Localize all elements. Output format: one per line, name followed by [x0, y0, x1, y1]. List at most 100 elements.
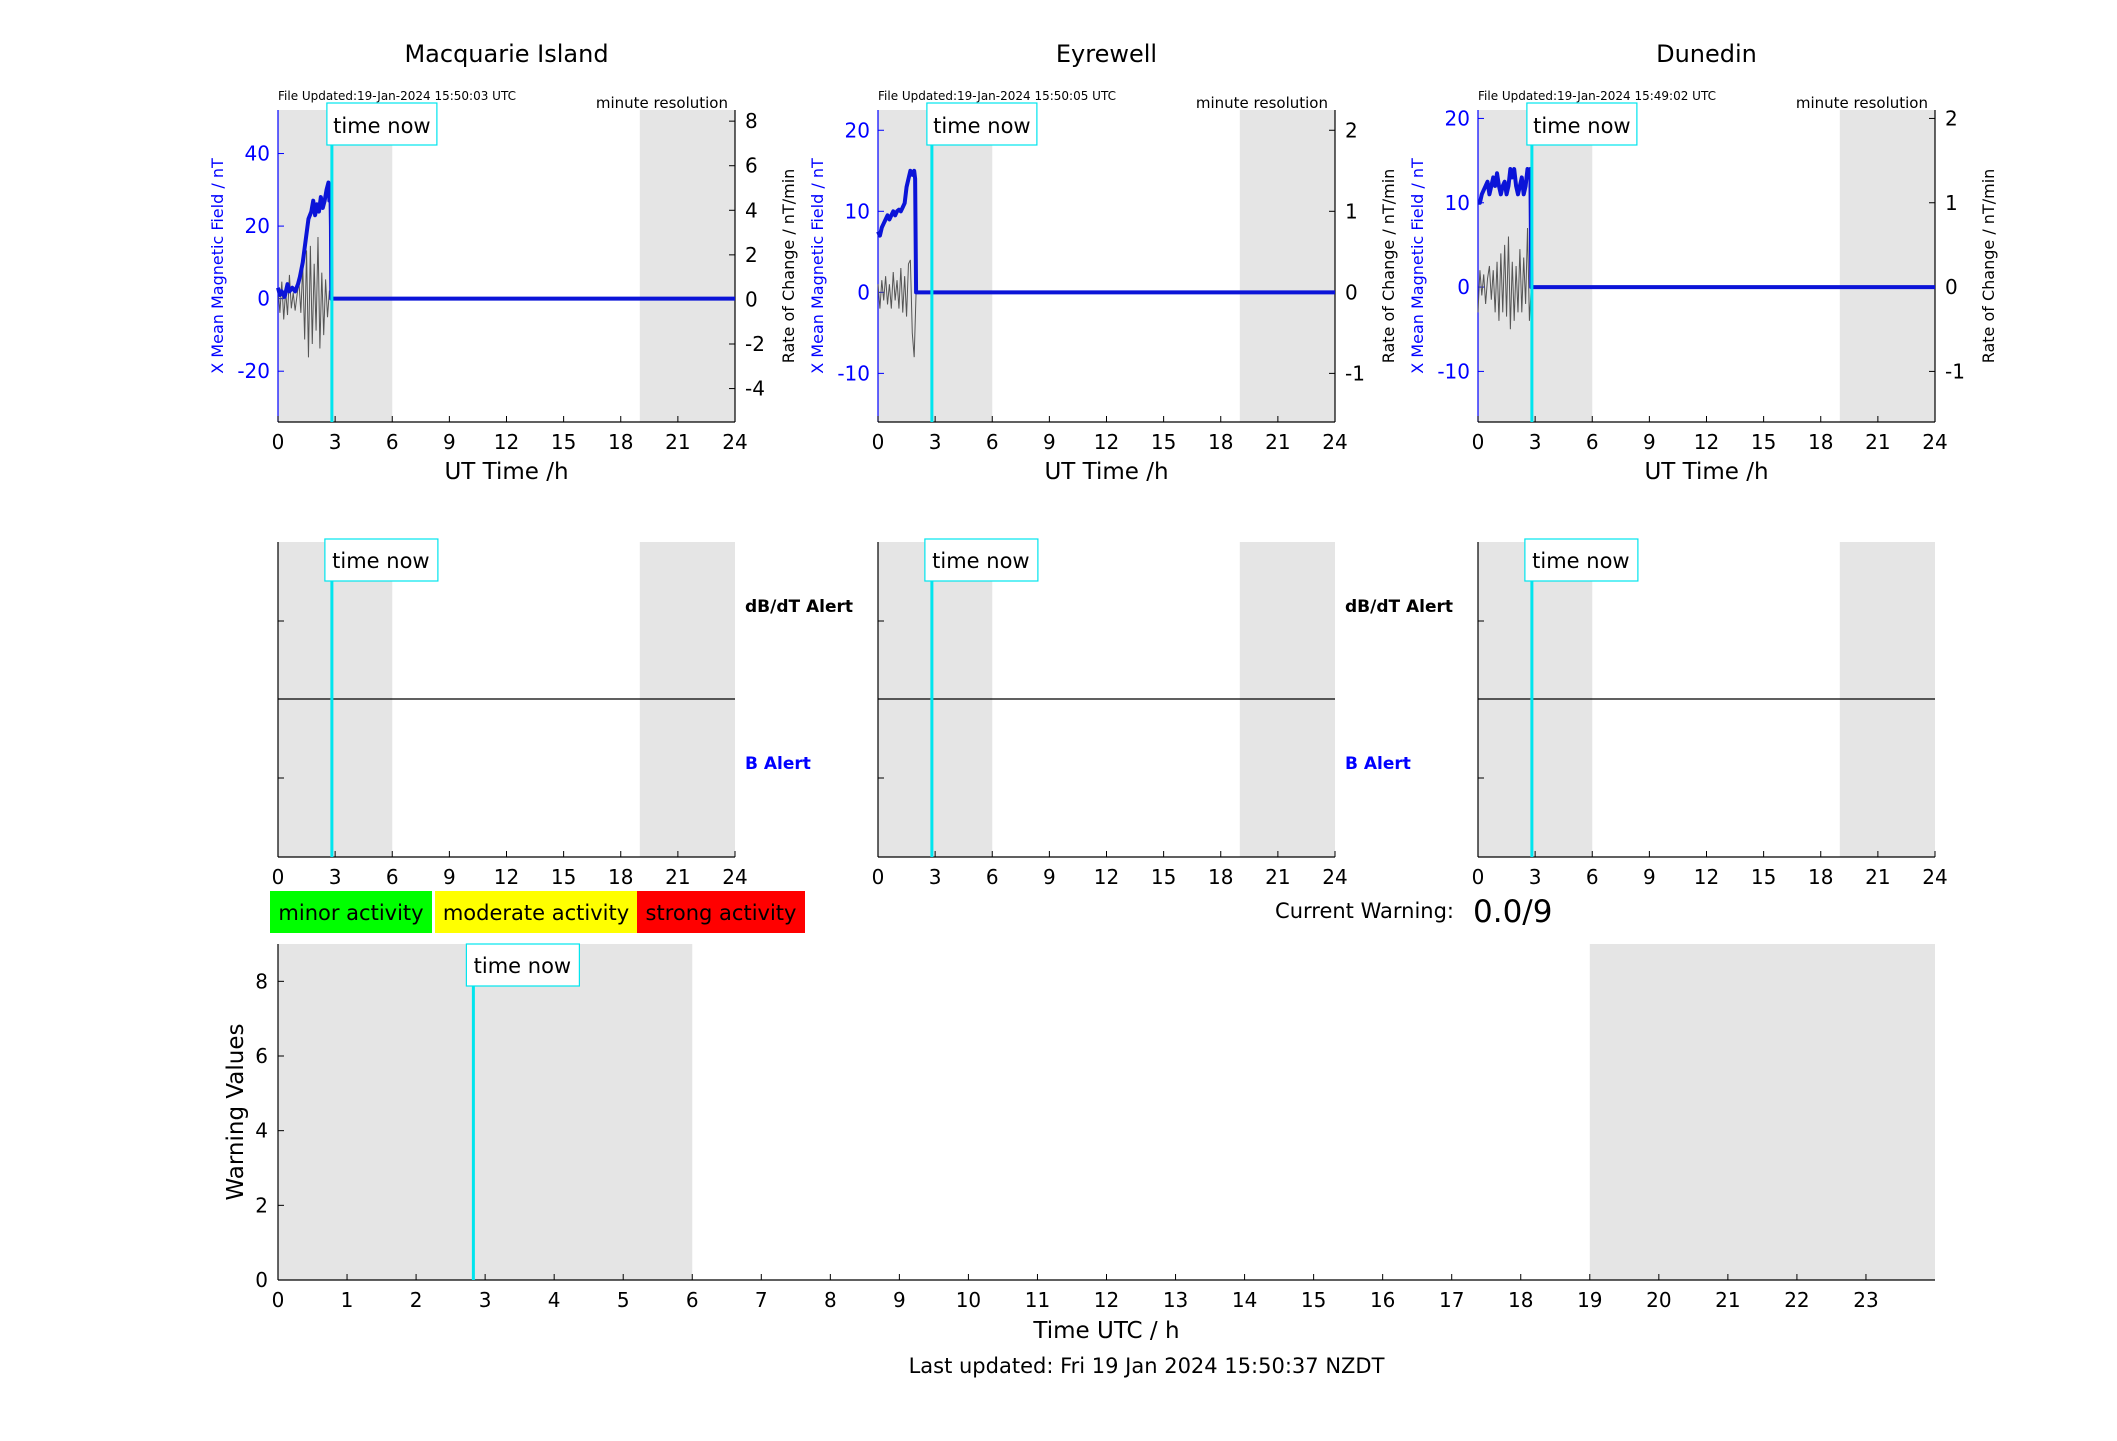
x-tick-label: 8	[824, 1288, 837, 1312]
y-tick-label: 0	[1457, 275, 1470, 299]
y2-tick-label: 4	[745, 198, 758, 222]
x-tick-label: 3	[329, 430, 342, 454]
y-tick-label: 10	[1445, 191, 1470, 215]
legend-swatch-minor	[270, 891, 432, 933]
x-tick-label: 0	[1472, 865, 1485, 889]
x-axis-label: Time UTC / h	[1032, 1318, 1179, 1344]
resolution-label: minute resolution	[1196, 94, 1328, 112]
time-now-box	[1524, 538, 1639, 582]
rate-of-change-line	[277, 237, 331, 358]
night-band	[639, 110, 735, 422]
x-tick-label: 6	[986, 430, 999, 454]
time-now-box	[926, 102, 1038, 146]
y2-axis-label: Rate of Change / nT/min	[1379, 169, 1398, 364]
x-tick-label: 21	[1265, 430, 1290, 454]
x-tick-label: 9	[443, 865, 456, 889]
y-tick-label: 0	[255, 1268, 268, 1292]
night-band	[1239, 110, 1335, 422]
y2-tick-label: -4	[745, 377, 765, 401]
x-tick-label: 21	[1865, 865, 1890, 889]
x-tick-label: 15	[1301, 1288, 1326, 1312]
x-tick-label: 9	[1043, 430, 1056, 454]
time-now-label: time now	[1533, 114, 1630, 138]
y-tick-label: 0	[857, 280, 870, 304]
y2-tick-label: 1	[1945, 191, 1958, 215]
x-tick-label: 18	[1508, 1288, 1533, 1312]
x-tick-label: 21	[665, 430, 690, 454]
x-tick-label: 6	[386, 430, 399, 454]
x-tick-label: 3	[479, 1288, 492, 1312]
time-now-label: time now	[333, 114, 430, 138]
x-tick-label: 16	[1370, 1288, 1395, 1312]
x-tick-label: 21	[665, 865, 690, 889]
time-now-label: time now	[332, 549, 429, 573]
x-tick-label: 3	[929, 865, 942, 889]
x-tick-label: 11	[1025, 1288, 1050, 1312]
x-tick-label: 22	[1784, 1288, 1809, 1312]
x-tick-label: 6	[986, 865, 999, 889]
station-title: Macquarie Island	[404, 40, 608, 68]
x-tick-label: 10	[956, 1288, 981, 1312]
x-tick-label: 0	[272, 1288, 285, 1312]
y-tick-label: 6	[255, 1044, 268, 1068]
x-tick-label: 9	[1643, 430, 1656, 454]
time-now-label: time now	[1532, 549, 1629, 573]
y-axis-label: X Mean Magnetic Field / nT	[208, 158, 227, 374]
x-tick-label: 18	[1808, 430, 1833, 454]
x-tick-label: 7	[755, 1288, 768, 1312]
last-updated-footer: Last updated: Fri 19 Jan 2024 15:50:37 N…	[909, 1354, 1385, 1378]
legend-swatch-moderate	[435, 891, 637, 933]
time-now-label: time now	[933, 114, 1030, 138]
time-now-box	[924, 538, 1039, 582]
x-tick-label: 18	[1808, 865, 1833, 889]
y-tick-label: -10	[837, 361, 870, 385]
y2-tick-label: 0	[1345, 280, 1358, 304]
x-tick-label: 12	[1694, 865, 1719, 889]
magnetic-field-line	[876, 168, 1335, 295]
y2-tick-label: -1	[1945, 359, 1965, 383]
x-tick-label: 12	[1094, 1288, 1119, 1312]
x-tick-label: 9	[1043, 865, 1056, 889]
night-band	[878, 110, 993, 422]
x-tick-label: 24	[1322, 430, 1347, 454]
x-tick-label: 20	[1646, 1288, 1671, 1312]
y2-tick-label: 1	[1345, 199, 1358, 223]
x-tick-label: 0	[872, 430, 885, 454]
x-tick-label: 12	[1094, 430, 1119, 454]
y2-tick-label: 0	[1945, 275, 1958, 299]
x-tick-label: 12	[1094, 865, 1119, 889]
y2-axis-label: Rate of Change / nT/min	[1979, 169, 1998, 364]
y-tick-label: 2	[255, 1193, 268, 1217]
x-tick-label: 0	[272, 865, 285, 889]
x-tick-label: 18	[608, 865, 633, 889]
x-tick-label: 12	[494, 430, 519, 454]
y-axis-label: X Mean Magnetic Field / nT	[1408, 158, 1427, 374]
x-tick-label: 19	[1577, 1288, 1602, 1312]
y2-axis-label: Rate of Change / nT/min	[779, 169, 798, 364]
file-updated-label: File Updated:19-Jan-2024 15:50:03 UTC	[278, 89, 516, 103]
x-axis-label: UT Time /h	[1644, 459, 1768, 485]
legend-label-minor: minor activity	[278, 901, 423, 925]
x-tick-label: 24	[1322, 865, 1347, 889]
y-tick-label: -10	[1437, 359, 1470, 383]
y-tick-label: 0	[257, 287, 270, 311]
station-title: Dunedin	[1656, 40, 1757, 68]
y-tick-label: 40	[245, 142, 270, 166]
x-tick-label: 0	[1472, 430, 1485, 454]
x-axis-label: UT Time /h	[444, 459, 568, 485]
time-now-box	[324, 538, 439, 582]
x-tick-label: 23	[1853, 1288, 1878, 1312]
resolution-label: minute resolution	[596, 94, 728, 112]
dbdt-alert-label: dB/dT Alert	[745, 597, 853, 617]
rate-of-change-line	[1477, 228, 1532, 330]
x-tick-label: 15	[551, 865, 576, 889]
x-tick-label: 9	[443, 430, 456, 454]
x-tick-label: 15	[1151, 430, 1176, 454]
x-tick-label: 17	[1439, 1288, 1464, 1312]
y2-tick-label: 6	[745, 154, 758, 178]
x-tick-label: 5	[617, 1288, 630, 1312]
file-updated-label: File Updated:19-Jan-2024 15:49:02 UTC	[1478, 89, 1716, 103]
x-tick-label: 1	[341, 1288, 354, 1312]
x-tick-label: 0	[272, 430, 285, 454]
